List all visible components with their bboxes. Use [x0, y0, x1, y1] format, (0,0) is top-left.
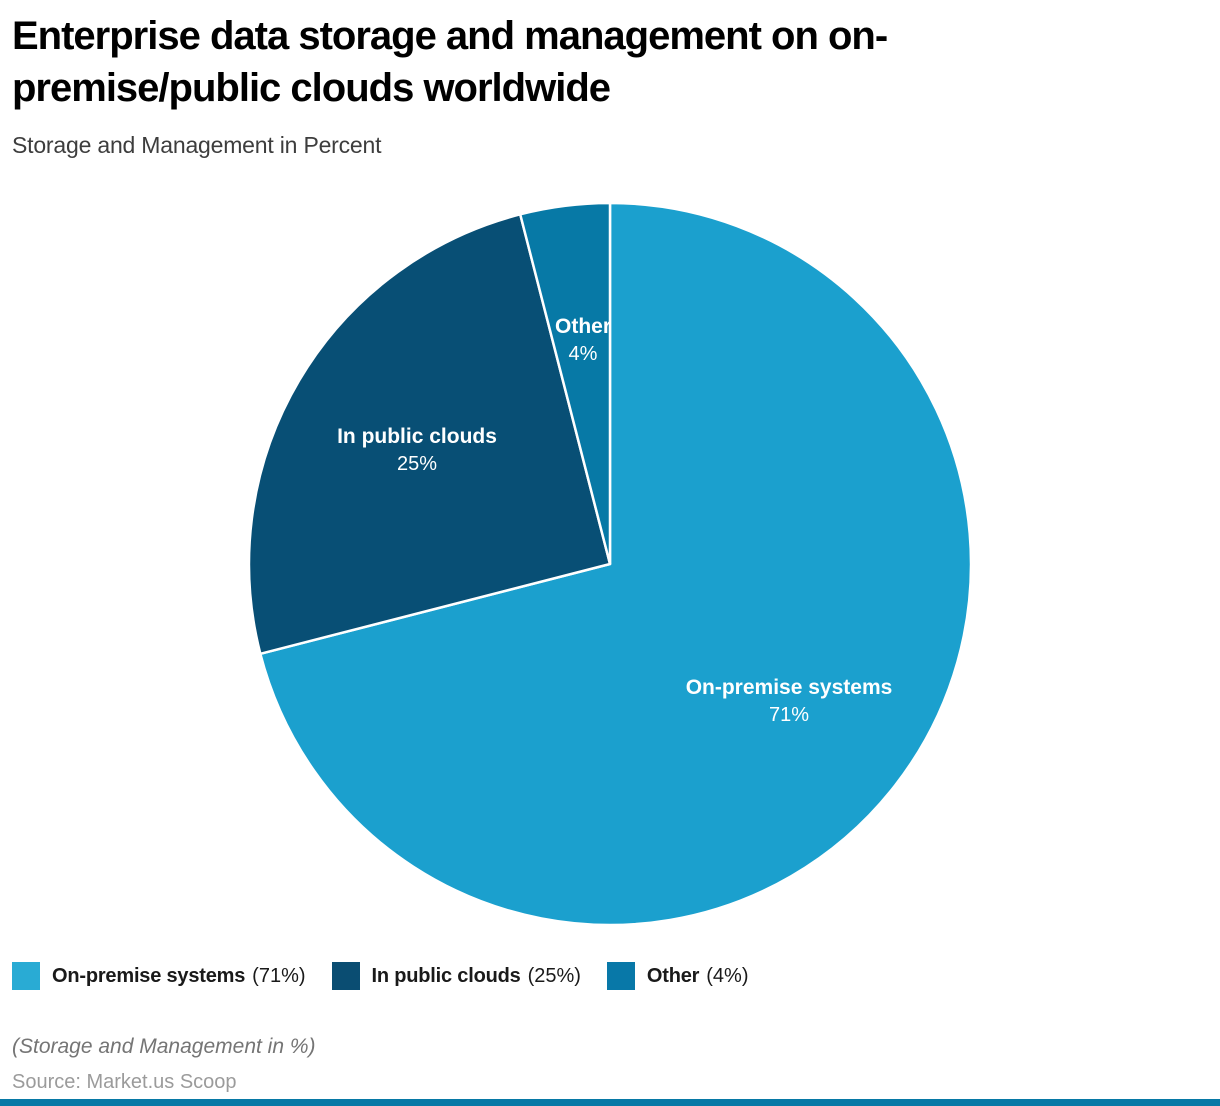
legend-item-in-public-clouds: In public clouds (25%): [331, 962, 581, 990]
legend-label: In public clouds: [371, 964, 521, 987]
slice-percent: 25%: [396, 452, 438, 475]
bottom-accent-bar: [0, 1099, 1220, 1106]
legend-value: (71%): [252, 964, 306, 987]
pie-slice-on-premise-systems: [259, 201, 973, 927]
slice-percent: 4%: [568, 342, 598, 365]
slice-name: Other: [554, 314, 612, 338]
slice-label-on-premise-systems: On-premise systems 71%: [686, 674, 893, 728]
legend-swatch: [12, 962, 40, 990]
legend-value: (25%): [527, 964, 581, 987]
pie-slice-other: [518, 201, 612, 566]
legend-label: On-premise systems: [52, 964, 246, 987]
slice-label-other: Other 4%: [555, 313, 611, 367]
legend-item-other: Other (4%): [606, 962, 749, 990]
legend-item-on-premise-systems: On-premise systems (71%): [12, 962, 306, 990]
chart-caption: (Storage and Management in %): [12, 1035, 316, 1058]
slice-name: In public clouds: [337, 424, 497, 448]
pie-slice-in-public-clouds: [247, 213, 612, 656]
legend: On-premise systems (71%) In public cloud…: [12, 962, 749, 990]
legend-swatch: [606, 962, 635, 990]
source-credit: Source: Market.us Scoop: [12, 1071, 237, 1093]
legend-label: Other: [646, 964, 700, 987]
slice-name: On-premise systems: [685, 675, 893, 699]
slice-label-in-public-clouds: In public clouds 25%: [337, 423, 497, 477]
chart-title: Enterprise data storage and management o…: [12, 14, 888, 110]
slice-percent: 71%: [768, 703, 810, 726]
legend-value: (4%): [706, 964, 749, 987]
chart-subtitle: Storage and Management in Percent: [12, 132, 382, 158]
legend-swatch: [331, 962, 360, 990]
